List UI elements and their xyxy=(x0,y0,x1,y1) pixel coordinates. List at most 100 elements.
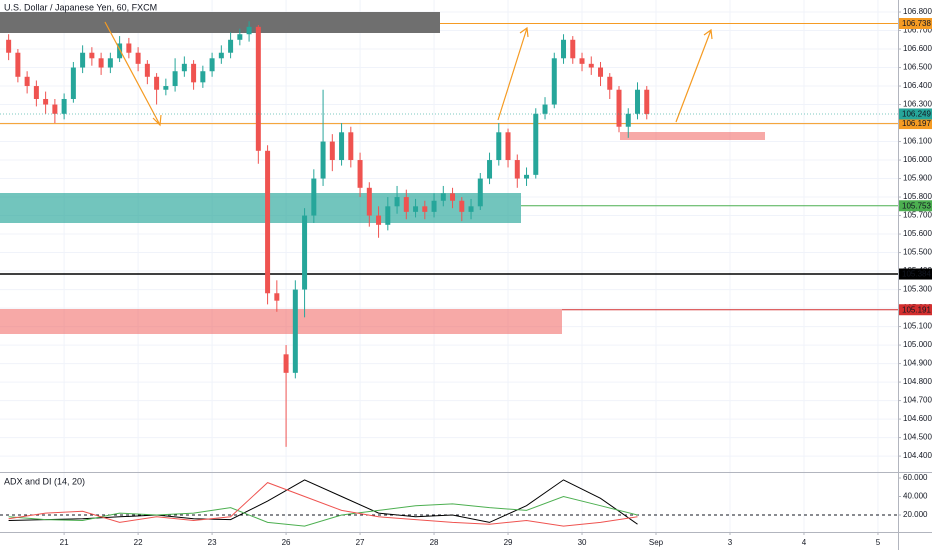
y-tick-label: 105.300 xyxy=(903,285,932,294)
x-tick-label: 22 xyxy=(134,538,143,547)
candle-body xyxy=(255,26,261,151)
x-tick-label: 28 xyxy=(430,538,439,547)
candle-body xyxy=(107,58,113,68)
y-tick-label: 106.500 xyxy=(903,63,932,72)
candle-body xyxy=(588,63,594,68)
levels xyxy=(0,22,898,311)
x-tick-label: Sep xyxy=(649,538,664,547)
x-tick-label: 23 xyxy=(208,538,217,547)
level-label-box xyxy=(899,200,932,212)
candle-body xyxy=(70,67,76,99)
candle-body xyxy=(191,63,197,83)
candle-body xyxy=(366,187,372,216)
y-tick-label: 106.700 xyxy=(903,26,932,35)
candle-body xyxy=(487,160,493,179)
candle-body xyxy=(302,215,308,290)
indicator-line xyxy=(8,479,638,525)
candle-body xyxy=(144,63,150,77)
candle-body xyxy=(163,86,169,90)
candle-body xyxy=(15,52,21,77)
candle-body xyxy=(98,58,104,68)
candle-body xyxy=(394,197,400,207)
y-tick-label: 106.800 xyxy=(903,7,932,16)
candle-body xyxy=(126,43,132,53)
candle-body xyxy=(24,76,30,87)
y-tick-label: 104.400 xyxy=(903,451,932,460)
candle-body xyxy=(181,63,187,72)
candle-body xyxy=(89,52,95,59)
level-label: 105.753 xyxy=(902,201,931,210)
demand-zone xyxy=(0,309,562,334)
y-tick-label: 20.000 xyxy=(903,510,928,519)
candle-body xyxy=(33,86,39,99)
candle-body xyxy=(625,113,631,127)
candle-body xyxy=(551,58,557,105)
y-tick-label: 104.700 xyxy=(903,396,932,405)
candle-body xyxy=(228,39,234,53)
candle-body xyxy=(524,174,530,179)
candle-body xyxy=(218,52,224,59)
y-tick-label: 104.800 xyxy=(903,377,932,386)
candle-body xyxy=(292,289,298,373)
x-tick-label: 29 xyxy=(504,538,513,547)
candle-body xyxy=(477,178,483,207)
x-tick-label: 26 xyxy=(282,538,291,547)
last-price-box xyxy=(899,108,932,120)
x-tick-label: 5 xyxy=(876,538,881,547)
indicator-pane xyxy=(0,479,898,527)
candle-body xyxy=(505,132,511,161)
candle-body xyxy=(283,354,289,373)
arrows xyxy=(104,21,713,127)
indicator-line xyxy=(8,495,638,527)
level-label: 106.197 xyxy=(902,119,931,128)
y-tick-label: 105.100 xyxy=(903,322,932,331)
candle-body xyxy=(413,206,419,212)
indicator-title: ADX and DI (14, 20) xyxy=(4,476,85,486)
candle-body xyxy=(561,39,567,59)
candle-body xyxy=(422,206,428,212)
level-label: 105.191 xyxy=(902,305,931,314)
y-tick-label: 105.700 xyxy=(903,211,932,220)
candle-body xyxy=(579,58,585,64)
candles xyxy=(6,21,650,447)
level-label-box xyxy=(899,118,932,130)
y-tick-label: 104.500 xyxy=(903,433,932,442)
candle-body xyxy=(644,89,650,114)
candle-body xyxy=(616,89,622,127)
y-tick-label: 105.900 xyxy=(903,174,932,183)
candle-body xyxy=(348,132,354,161)
arrow xyxy=(497,26,529,121)
candle-body xyxy=(607,76,613,90)
candle-body xyxy=(43,98,49,105)
candle-body xyxy=(274,293,280,301)
candle-body xyxy=(440,193,446,201)
candle-body xyxy=(598,67,604,77)
candle-body xyxy=(570,39,576,59)
y-tick-label: 40.000 xyxy=(903,492,928,501)
arrow xyxy=(104,21,162,127)
level-label-box xyxy=(899,17,932,29)
x-tick-label: 21 xyxy=(60,538,69,547)
indicator-line xyxy=(8,482,638,527)
small-zone xyxy=(620,132,765,140)
candle-body xyxy=(431,200,437,212)
candle-body xyxy=(209,58,215,72)
candle-body xyxy=(403,197,409,212)
candle-body xyxy=(376,215,382,225)
axes: 104.400 104.500 104.600 104.700 104.800 104.9… xyxy=(0,7,932,547)
candle-body xyxy=(52,104,58,114)
level-label-box xyxy=(899,304,932,316)
y-tick-label: 104.900 xyxy=(903,359,932,368)
candle-body xyxy=(135,52,141,64)
candle-body xyxy=(172,71,178,87)
candle-body xyxy=(496,132,502,161)
candle-body xyxy=(311,178,317,216)
candle-body xyxy=(117,43,123,59)
candle-body xyxy=(468,206,474,212)
candle-body xyxy=(542,104,548,114)
level-label: 106.738 xyxy=(902,19,931,28)
chart-title: U.S. Dollar / Japanese Yen, 60, FXCM xyxy=(4,2,157,12)
x-tick-label: 27 xyxy=(356,538,365,547)
